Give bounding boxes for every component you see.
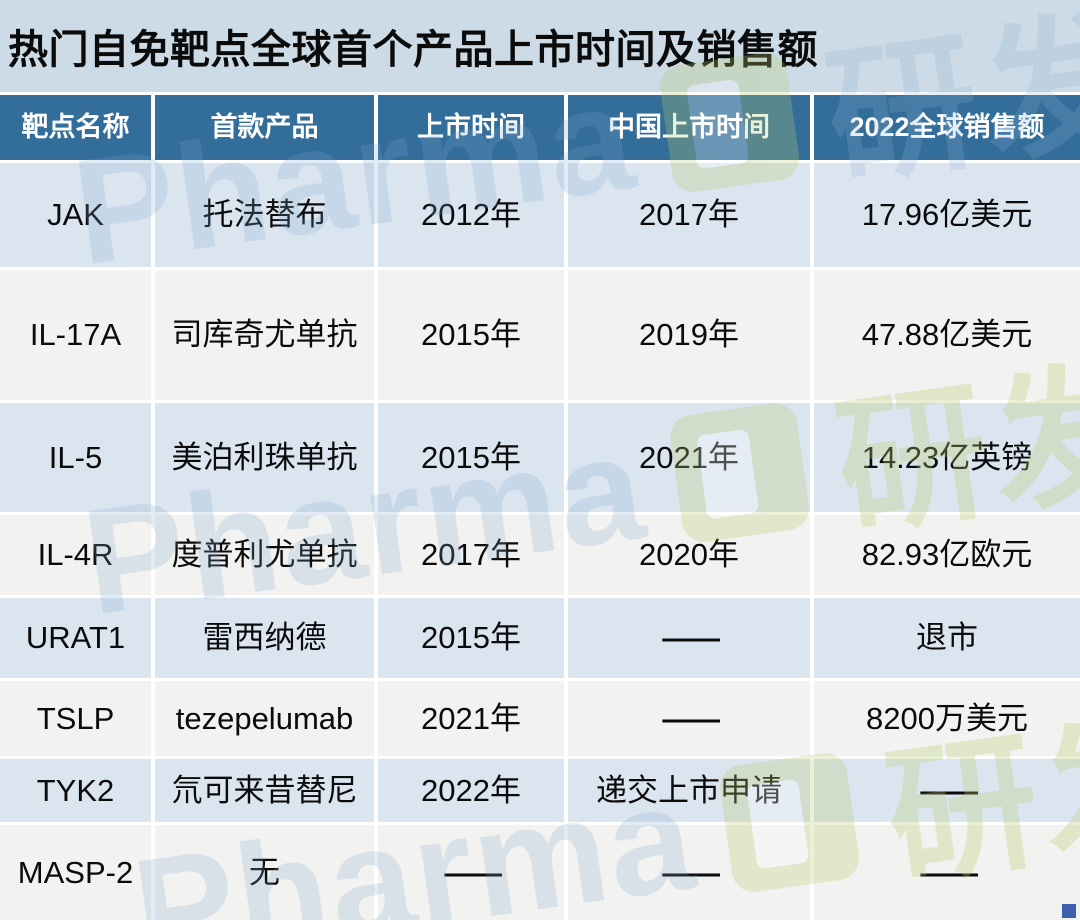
table-cell: 2017年 — [378, 515, 564, 595]
table-cell: URAT1 — [0, 598, 151, 678]
table-cell: 2015年 — [378, 598, 564, 678]
header-china-launch-date: 中国上市时间 — [568, 95, 810, 160]
table-cell: 退市 — [814, 598, 1080, 678]
title-bar: 热门自免靶点全球首个产品上市时间及销售额 — [0, 0, 1080, 92]
table-cell: 2019年 — [568, 270, 810, 400]
table-cell: —— — [814, 759, 1080, 822]
table-cell: IL-4R — [0, 515, 151, 595]
table-cell: 2021年 — [378, 681, 564, 756]
table-cell: 2022年 — [378, 759, 564, 822]
table-cell: —— — [378, 825, 564, 920]
table-cell: —— — [814, 825, 1080, 920]
table-cell: —— — [568, 598, 810, 678]
page-title: 热门自免靶点全球首个产品上市时间及销售额 — [8, 28, 818, 72]
table-cell: TYK2 — [0, 759, 151, 822]
table-cell: IL-5 — [0, 403, 151, 512]
table-cell: 2015年 — [378, 403, 564, 512]
header-launch-date: 上市时间 — [378, 95, 564, 160]
table-cell: 托法替布 — [155, 163, 374, 267]
table-cell: 雷西纳德 — [155, 598, 374, 678]
table-cell: 2015年 — [378, 270, 564, 400]
data-table: 靶点名称 首款产品 上市时间 中国上市时间 2022全球销售额 JAK 托法替布… — [0, 95, 1080, 920]
table-cell: 司库奇尤单抗 — [155, 270, 374, 400]
table-cell: 2017年 — [568, 163, 810, 267]
table-cell: 度普利尤单抗 — [155, 515, 374, 595]
table-cell: 2012年 — [378, 163, 564, 267]
table-cell: TSLP — [0, 681, 151, 756]
table-cell: —— — [568, 825, 810, 920]
table-cell: 2020年 — [568, 515, 810, 595]
table-cell: MASP-2 — [0, 825, 151, 920]
table-cell: 氘可来昔替尼 — [155, 759, 374, 822]
table-cell: 82.93亿欧元 — [814, 515, 1080, 595]
table-cell: tezepelumab — [155, 681, 374, 756]
header-2022-global-sales: 2022全球销售额 — [814, 95, 1080, 160]
table-cell: 8200万美元 — [814, 681, 1080, 756]
table-cell: —— — [568, 681, 810, 756]
header-target-name: 靶点名称 — [0, 95, 151, 160]
table-cell: JAK — [0, 163, 151, 267]
table-cell: 无 — [155, 825, 374, 920]
table-cell: 17.96亿美元 — [814, 163, 1080, 267]
header-first-product: 首款产品 — [155, 95, 374, 160]
table-cell: 14.23亿英镑 — [814, 403, 1080, 512]
table-cell: 2021年 — [568, 403, 810, 512]
table-cell: IL-17A — [0, 270, 151, 400]
table-cell: 美泊利珠单抗 — [155, 403, 374, 512]
table-cell: 递交上市申请 — [568, 759, 810, 822]
table-cell: 47.88亿美元 — [814, 270, 1080, 400]
